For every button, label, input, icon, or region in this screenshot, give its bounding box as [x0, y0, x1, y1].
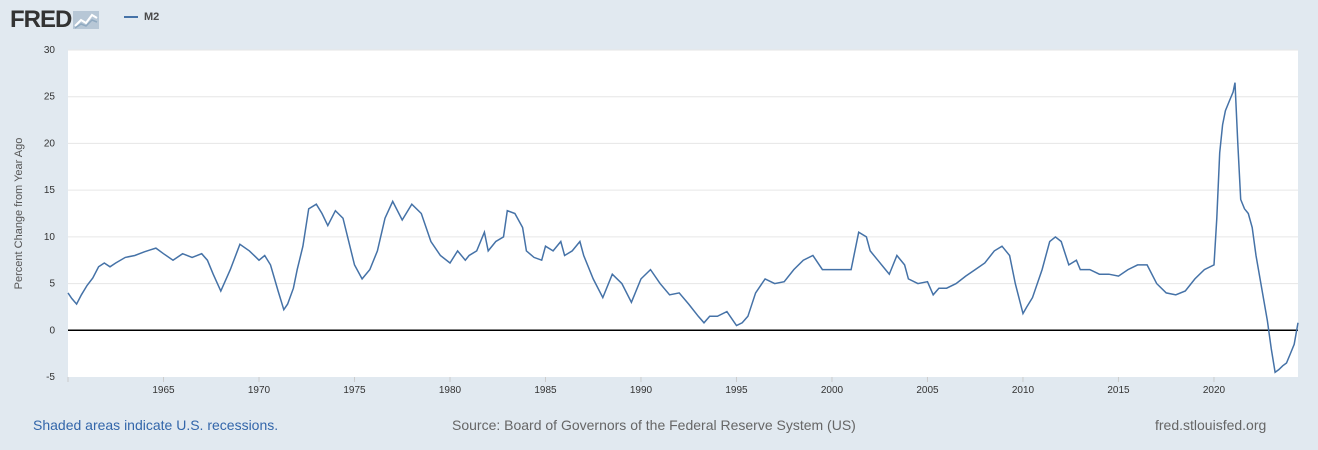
- x-tick-label: 2000: [821, 385, 844, 396]
- x-tick-label: 1965: [152, 385, 175, 396]
- y-tick-label: 0: [49, 325, 55, 336]
- y-tick-label: 5: [49, 279, 55, 290]
- x-tick-label: 1980: [439, 385, 462, 396]
- graph-header: FRED M2: [0, 0, 1318, 40]
- x-tick-label: 1995: [725, 385, 748, 396]
- x-tick-label: 2020: [1203, 385, 1226, 396]
- source-text: Source: Board of Governors of the Federa…: [452, 417, 856, 433]
- y-tick-label: 30: [44, 45, 56, 56]
- grid-lines: [68, 49, 1298, 331]
- y-axis-label: Percent Change from Year Ago: [13, 138, 25, 290]
- site-link[interactable]: fred.stlouisfed.org: [1155, 417, 1267, 433]
- legend-item-m2[interactable]: M2: [124, 11, 159, 23]
- x-tick-label: 1990: [630, 385, 653, 396]
- y-tick-label: 25: [44, 92, 56, 103]
- fred-logo-graph-icon: [73, 11, 100, 29]
- x-tick-label: 2005: [916, 385, 939, 396]
- y-axis: -5 0 5 10 15 20 25 30: [44, 45, 56, 383]
- x-tick-label: 1975: [343, 385, 366, 396]
- legend-label: M2: [144, 11, 160, 23]
- legend-line-swatch: [124, 16, 138, 18]
- y-tick-label: 15: [44, 185, 56, 196]
- fred-logo[interactable]: FRED: [10, 6, 100, 34]
- y-tick-label: 10: [44, 232, 56, 243]
- x-tick-label: 1985: [534, 385, 557, 396]
- x-tick-label: 2015: [1107, 385, 1130, 396]
- x-axis: 1965 1970 1975 1980 1985 1990 1995 2000 2005 2010…: [67, 377, 1226, 396]
- y-tick-label: 20: [44, 138, 56, 149]
- fred-logo-text: FRED: [10, 6, 72, 33]
- x-tick-label: 2010: [1012, 385, 1035, 396]
- x-tick-label: 1970: [248, 385, 271, 396]
- y-tick-label: -5: [46, 372, 55, 383]
- series-line-m2[interactable]: [67, 82, 1299, 374]
- plot-area: [68, 50, 1298, 377]
- recession-note-link[interactable]: Shaded areas indicate U.S. recessions.: [33, 417, 279, 433]
